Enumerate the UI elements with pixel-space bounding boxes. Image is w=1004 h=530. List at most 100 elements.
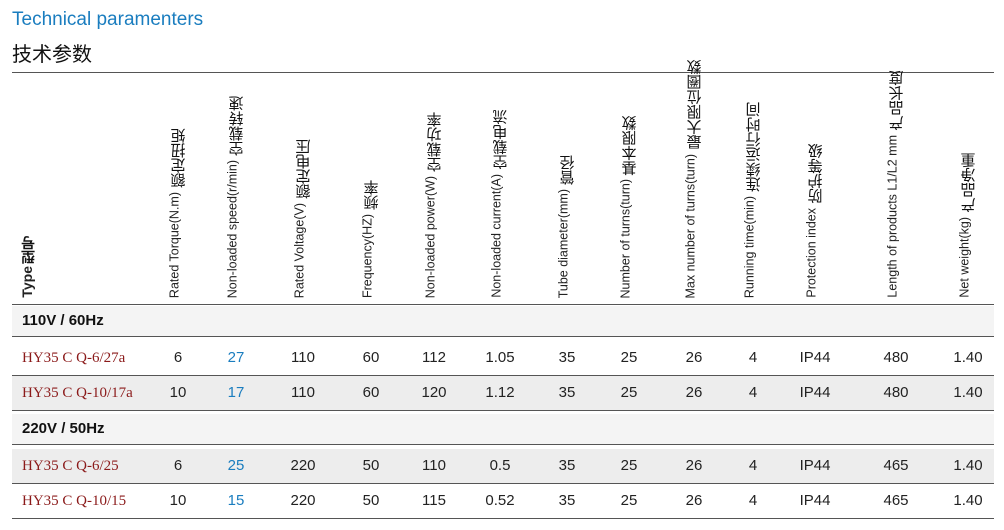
cell-current: 0.5: [489, 457, 511, 474]
cell-speed: 27: [227, 349, 245, 366]
header-col-speed: Non-loaded speed(r/min) 空载转速: [205, 88, 267, 298]
cell-power: 120: [421, 384, 447, 401]
cell-max-turns: 26: [685, 384, 703, 401]
header-col-max-turns: Max number of turns(turn) 最大限位圈数: [663, 60, 725, 299]
header-cn: 防护等级: [806, 144, 825, 205]
cell-model: HY35 C Q-10/15: [22, 493, 127, 509]
header-en: Length of products L1/L2 mm: [885, 135, 900, 298]
table-row: HY35 C Q-6/25 6 25 220 50 110 0.5 35 25 26 4 IP44 46…: [12, 449, 994, 484]
header-en: Max number of turns(turn): [683, 153, 698, 299]
cell-speed: 15: [227, 492, 245, 509]
cell-current: 1.12: [485, 384, 515, 401]
cell-weight: 1.40: [953, 349, 983, 366]
header-cn: 基本限数: [620, 114, 639, 175]
cell-weight: 1.40: [953, 457, 983, 474]
cell-running-time: 4: [748, 457, 758, 474]
cell-model: HY35 C Q-6/25: [22, 458, 119, 474]
header-cn: 产品净重: [959, 153, 978, 214]
cell-power: 112: [422, 349, 446, 366]
header-cn: 空载功率: [425, 111, 444, 172]
header-col-power: Non-loaded power(W) 空载功率: [403, 88, 465, 298]
header-col-tube: Tube diameter(mm) 管径: [536, 88, 598, 298]
header-cn: 频率: [362, 179, 381, 210]
cell-max-turns: 26: [685, 349, 703, 366]
header-type: Type 型号: [0, 88, 60, 298]
cell-current: 0.52: [485, 492, 515, 509]
cell-weight: 1.40: [953, 492, 983, 509]
header-cn: 连续运行时间: [744, 101, 763, 192]
cell-protection: IP44: [799, 492, 831, 509]
header-cn: 额定电压: [294, 138, 313, 199]
page-title-cn: 技术参数: [12, 42, 92, 66]
header-en: Net weight(kg): [957, 217, 972, 298]
header-type-cn: 型号: [21, 236, 37, 265]
cell-frequency: 60: [362, 384, 380, 401]
header-col-running-time: Running time(min) 连续运行时间: [722, 88, 784, 298]
header-en: Tube diameter(mm): [556, 188, 571, 298]
cell-running-time: 4: [748, 349, 758, 366]
group-label: 220V / 50Hz: [22, 420, 105, 437]
header-en: Rated Voltage(V): [292, 202, 307, 298]
header-col-current: Non-loaded current(A) 空载电流: [469, 88, 531, 298]
header-col-protection: Protection index 防护等级: [784, 88, 846, 298]
cell-torque: 6: [173, 349, 183, 366]
cell-length: 480: [883, 384, 909, 401]
cell-tube: 35: [558, 492, 576, 509]
header-cn: 空载转速: [227, 95, 246, 156]
group-header-220v: 220V / 50Hz: [12, 414, 994, 445]
header-en: Running time(min): [742, 195, 757, 298]
title-divider: [12, 72, 994, 73]
header-cn: 空载电流: [491, 110, 510, 171]
header-en: Rated Torque(N.m): [167, 191, 182, 298]
header-en: Non-loaded current(A): [489, 174, 504, 298]
cell-turns: 25: [620, 492, 638, 509]
cell-frequency: 60: [362, 349, 380, 366]
cell-length: 465: [883, 457, 909, 474]
cell-power: 115: [422, 492, 446, 509]
cell-model: HY35 C Q-6/27a: [22, 350, 126, 366]
header-en: Non-loaded speed(r/min): [225, 159, 240, 298]
header-col-frequency: Frequency(HZ) 频率: [340, 88, 402, 298]
cell-turns: 25: [620, 384, 638, 401]
cell-max-turns: 26: [685, 492, 703, 509]
cell-frequency: 50: [362, 492, 380, 509]
cell-tube: 35: [558, 384, 576, 401]
cell-voltage: 110: [291, 349, 315, 366]
cell-voltage: 110: [291, 384, 315, 401]
cell-tube: 35: [558, 349, 576, 366]
group-label: 110V / 60Hz: [22, 312, 104, 329]
table-header: Type 型号 Rated Torque(N.m) 额定扭矩 Non-loaded…: [0, 60, 1004, 299]
header-cn: 额定扭矩: [169, 127, 188, 188]
cell-speed: 17: [227, 384, 245, 401]
header-en: Non-loaded power(W): [423, 175, 438, 298]
header-col-length: Length of products L1/L2 mm 产品长度: [865, 71, 927, 298]
header-col-turns: Number of turns(turn) 基本限数: [598, 88, 660, 298]
header-en: Number of turns(turn): [618, 178, 633, 298]
cell-frequency: 50: [362, 457, 380, 474]
cell-torque: 10: [169, 492, 187, 509]
table-row: HY35 C Q-10/15 10 15 220 50 115 0.52 35 25 26 4 IP4…: [12, 484, 994, 519]
group-header-110v: 110V / 60Hz: [12, 306, 994, 337]
cell-turns: 25: [620, 457, 638, 474]
cell-current: 1.05: [485, 349, 515, 366]
cell-voltage: 220: [290, 492, 316, 509]
header-en: Protection index: [804, 208, 819, 298]
header-cn: 管径: [558, 154, 577, 185]
cell-model: HY35 C Q-10/17a: [22, 385, 133, 401]
header-divider: [12, 304, 994, 305]
header-en: Frequency(HZ): [360, 213, 375, 298]
header-col-weight: Net weight(kg) 产品净重: [937, 88, 999, 298]
cell-speed: 25: [227, 457, 245, 474]
cell-running-time: 4: [748, 492, 758, 509]
header-col-torque: Rated Torque(N.m) 额定扭矩: [147, 88, 209, 298]
header-cn: 最大限位圈数: [685, 59, 704, 150]
page-title-en: Technical paramenters: [12, 9, 204, 30]
cell-protection: IP44: [799, 384, 831, 401]
cell-voltage: 220: [290, 457, 316, 474]
header-cn: 产品长度: [887, 71, 906, 132]
cell-torque: 10: [169, 384, 187, 401]
table-row: HY35 C Q-6/27a 6 27 110 60 112 1.05 35 25 26 4 IP44…: [12, 341, 994, 376]
cell-weight: 1.40: [953, 384, 983, 401]
cell-running-time: 4: [748, 384, 758, 401]
cell-max-turns: 26: [685, 457, 703, 474]
